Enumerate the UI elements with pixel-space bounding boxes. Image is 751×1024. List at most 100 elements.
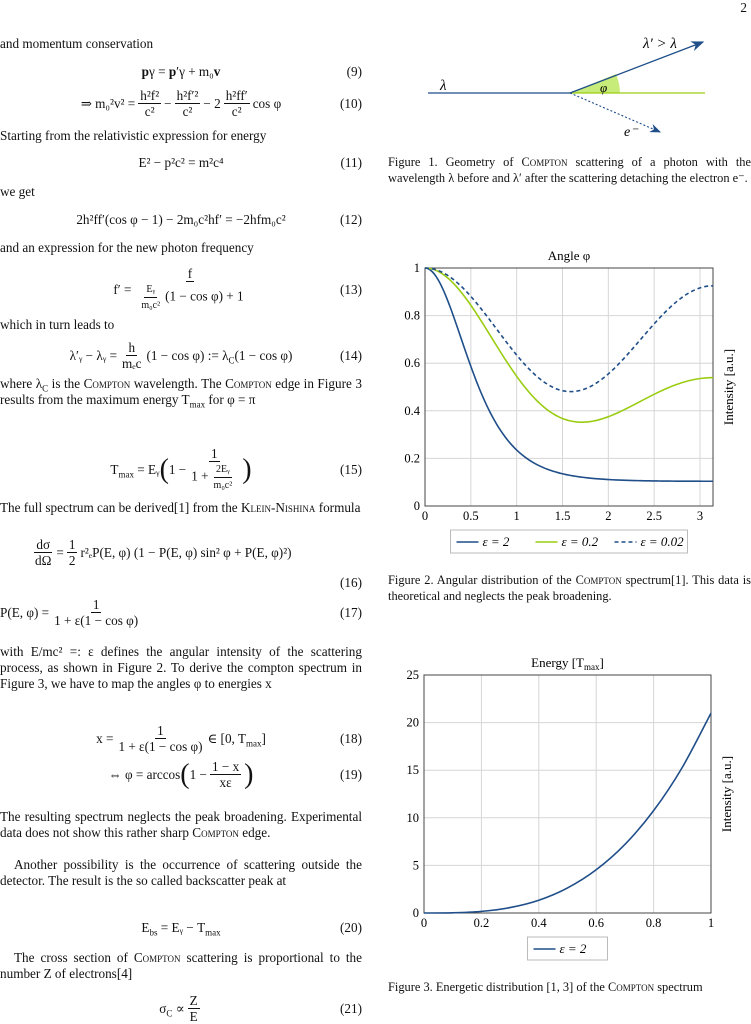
text: scattering of a photon with the waveleng…: [388, 155, 751, 185]
equation-number: (14): [340, 347, 362, 363]
eq-term: γ: [179, 64, 185, 79]
text: Compton: [575, 573, 622, 587]
equation-number: (12): [340, 212, 362, 227]
numerator: 1: [155, 723, 166, 739]
scattered-photon-arrow: [569, 41, 705, 94]
text: The cross section of: [14, 950, 134, 965]
eq-term: (1 − cos φ) := λ: [146, 347, 229, 363]
equation-10: ⇒ m₀²v² = h²f² c² − h²f′² c² − 2 h²ff′ c² c…: [0, 88, 362, 119]
text: The resulting spectrum neglects the peak…: [0, 809, 362, 840]
eq-term: ∈ [0, T: [207, 730, 246, 746]
text: is the: [48, 376, 84, 391]
equation-12: 2h²ff′(cos φ − 1) − 2m₀c²hf′ = −2hfm₀c² (…: [0, 212, 362, 228]
numerator: h²ff′: [223, 88, 250, 104]
figure-2-caption: Figure 2. Angular distribution of the Co…: [388, 573, 751, 604]
eq-term: x =: [96, 730, 114, 746]
x-tick-label: 0.2: [474, 916, 490, 930]
numerator: 1: [90, 597, 102, 613]
eq-term: −: [164, 95, 172, 111]
text: Compton: [133, 950, 181, 965]
eq-term: P(E, φ) =: [0, 604, 50, 620]
equation-number: (19): [340, 766, 362, 782]
eq-term: E: [141, 920, 150, 935]
eq-term: = Eᵧ − T: [157, 920, 206, 935]
equation-11: E² − p²c² = m²c⁴ (11): [0, 155, 362, 171]
equation-number: (11): [340, 155, 362, 170]
paragraph: with E/mc² =: ε defines the angular inte…: [0, 644, 362, 691]
legend-box: [450, 529, 688, 554]
text: Figure 3. Energetic distribution [1, 3] …: [388, 980, 609, 994]
fraction: h²f² c²: [138, 88, 162, 119]
eq-term: γ: [148, 64, 155, 79]
denominator: m₀c²: [141, 300, 161, 311]
fraction: h²ff′ c²: [223, 88, 250, 119]
text: formula: [315, 500, 361, 515]
denominator: 1 + ε(1 − cos φ): [54, 613, 139, 628]
numerator: 1: [66, 537, 78, 553]
paragraph: where λC is the Compton wavelength. The …: [0, 376, 362, 410]
figure-3-chart: Energy [Tmax]0 0.2 0.4 0.6 0.8 10510152025Int…: [407, 655, 734, 961]
fraction: dσ dΩ: [33, 537, 53, 568]
equation-number: (18): [340, 730, 362, 746]
paragraph: and momentum conservation: [0, 36, 154, 51]
legend-entry: ε = 2: [483, 534, 510, 549]
eq-term: ⇔ φ = arccos: [108, 766, 181, 782]
eq-term: =: [56, 544, 64, 560]
denominator: 1 + ε(1 − cos φ): [118, 739, 203, 754]
text: Compton: [192, 825, 239, 840]
eq-term: v: [213, 64, 221, 79]
text: Figure 1. Geometry of: [388, 155, 522, 169]
denominator: 2: [68, 553, 76, 568]
eq-term: λ′ᵧ − λᵧ =: [69, 347, 118, 363]
text: wavelength. The: [130, 376, 226, 391]
numerator: 2Eᵧ: [214, 462, 232, 478]
page-number: 2: [740, 0, 747, 15]
figure-2-chart: Angle φ 0 0.5 1 1.5 2 2.5 3 0 0.2 0.4 0.6 0.8 1 Intens…: [404, 248, 736, 554]
y-tick-label: 0: [413, 906, 419, 920]
text: max: [189, 399, 206, 410]
paragraph: we get: [0, 184, 35, 199]
eq-term: p: [141, 64, 149, 79]
numerator: h²f′²: [174, 88, 201, 104]
denominator: 1 + 2Eᵧ m₀c²: [189, 462, 239, 493]
electron-label: e⁻: [624, 125, 639, 140]
fraction: h mₑc: [120, 340, 144, 371]
text: Compton: [521, 155, 568, 169]
paren-right: ): [242, 453, 252, 485]
numerator: Eᵧ: [144, 282, 158, 298]
paragraph: The resulting spectrum neglects the peak…: [0, 809, 362, 841]
y-tick-label: 15: [407, 763, 420, 777]
equation-19: ⇔ φ = arccos ( 1 − 1 − x xε ) (19): [0, 759, 362, 790]
x-tick-label: 1: [708, 916, 714, 930]
y-tick-label: 1: [414, 261, 420, 275]
paragraph: and an expression for the new photon fre…: [0, 240, 254, 255]
text: edge in Figure 3 results from the maximu…: [0, 376, 362, 407]
text: Compton: [608, 980, 655, 994]
paragraph: which in turn leads to: [0, 317, 115, 332]
eq-term: =: [154, 64, 169, 79]
y-tick-label: 0.8: [404, 309, 420, 323]
chart-title: Angle φ: [548, 248, 591, 263]
x-tick-label: 2: [605, 509, 611, 523]
text: Compton: [83, 376, 131, 391]
eq-term: ⇒ m₀²v² =: [80, 95, 136, 111]
legend-entry: ε = 2: [560, 941, 587, 956]
eq-term: 2h²ff′(cos φ − 1) − 2m₀c²hf′ = −2hfm₀c²: [76, 212, 286, 227]
fraction: 1 − x xε: [209, 759, 242, 790]
x-tick-label: 0.4: [531, 916, 547, 930]
y-tick-label: 10: [407, 811, 420, 825]
eq-term: 1 −: [189, 766, 207, 782]
fraction: Eᵧ m₀c²: [139, 282, 162, 313]
electron-arrow: [569, 92, 662, 133]
denominator: c²: [182, 104, 193, 119]
eq-term: r²ₑP(E, φ) (1 − P(E, φ) sin² φ + P(E, φ)…: [80, 544, 292, 560]
series-line-2: [424, 267, 714, 393]
numerator: 1 − x: [209, 759, 242, 775]
paragraph: The full spectrum can be derived[1] from…: [0, 500, 362, 516]
denominator: xε: [219, 775, 232, 790]
